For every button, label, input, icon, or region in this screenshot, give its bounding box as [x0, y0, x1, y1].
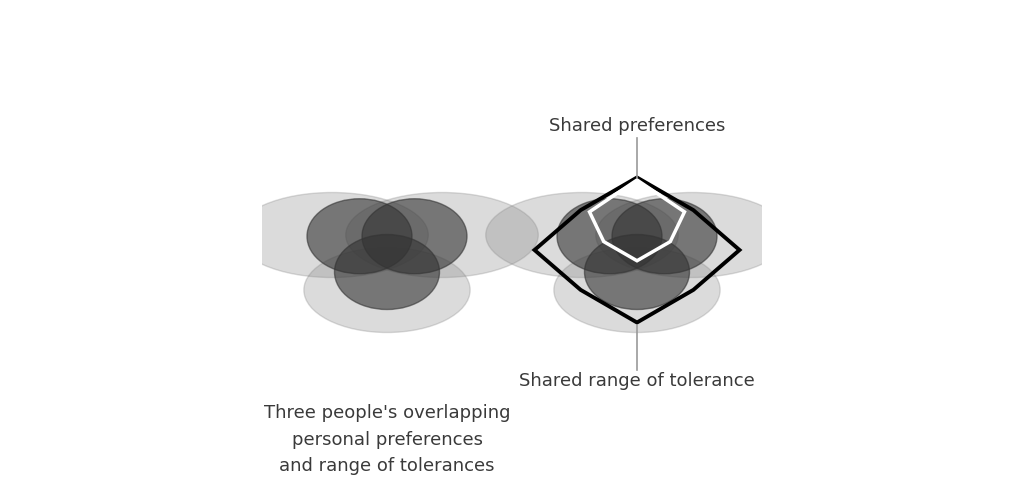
Ellipse shape	[585, 234, 689, 310]
Ellipse shape	[485, 192, 678, 278]
Ellipse shape	[346, 192, 539, 278]
Ellipse shape	[596, 192, 788, 278]
Text: Three people's overlapping
personal preferences
and range of tolerances: Three people's overlapping personal pref…	[264, 404, 510, 475]
Ellipse shape	[304, 248, 470, 332]
Ellipse shape	[307, 198, 412, 274]
Ellipse shape	[554, 248, 720, 332]
Ellipse shape	[236, 192, 428, 278]
Text: Shared range of tolerance: Shared range of tolerance	[519, 372, 755, 390]
Text: Shared preferences: Shared preferences	[549, 117, 725, 135]
Ellipse shape	[362, 198, 467, 274]
Ellipse shape	[557, 198, 662, 274]
Ellipse shape	[612, 198, 717, 274]
Ellipse shape	[335, 234, 439, 310]
